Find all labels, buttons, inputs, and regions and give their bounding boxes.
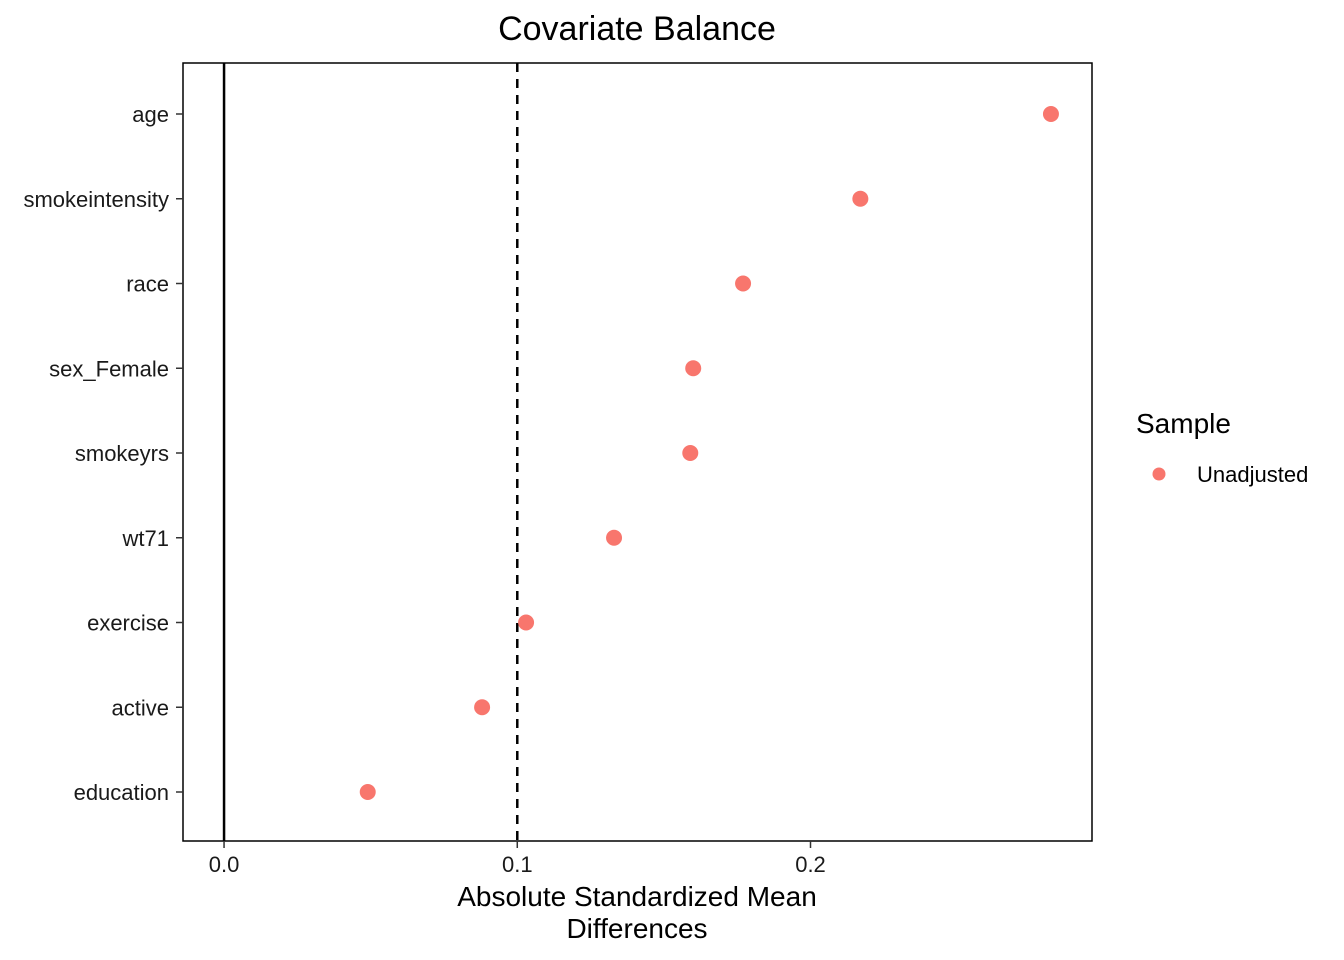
point-exercise: [518, 614, 535, 631]
x-tick-label-0.2: 0.2: [795, 852, 826, 877]
x-axis-title-line-2: Differences: [566, 913, 707, 944]
x-tick-label-0.0: 0.0: [209, 852, 240, 877]
y-tick-label-smokeyrs: smokeyrs: [75, 441, 169, 466]
legend-title: Sample: [1136, 408, 1231, 439]
point-active: [474, 699, 491, 716]
y-tick-label-sex_Female: sex_Female: [49, 356, 169, 381]
y-tick-label-education: education: [74, 780, 169, 805]
x-tick-label-0.1: 0.1: [502, 852, 533, 877]
data-points: [359, 106, 1059, 800]
y-tick-label-exercise: exercise: [87, 611, 169, 636]
point-smokeyrs: [682, 445, 699, 461]
y-tick-label-wt71: wt71: [122, 526, 169, 551]
plot-panel-border: [182, 62, 1093, 842]
y-tick-label-active: active: [112, 695, 169, 720]
legend: Sample Unadjusted: [1136, 408, 1308, 487]
x-axis-title-line-1: Absolute Standardized Mean: [457, 881, 817, 912]
y-tick-label-smokeintensity: smokeintensity: [23, 187, 169, 212]
reference-lines: [222, 63, 519, 841]
point-age: [1042, 106, 1059, 122]
point-education: [359, 784, 376, 800]
point-sex_Female: [685, 360, 702, 377]
y-axis: age smokeintensity race sex_Female smokeyrs w…: [23, 102, 183, 805]
point-smokeintensity: [852, 190, 869, 207]
legend-label-unadjusted: Unadjusted: [1197, 462, 1308, 487]
x-axis: 0.0 0.1 0.2: [209, 841, 826, 877]
y-tick-label-age: age: [132, 102, 169, 127]
legend-key-unadjusted: [1152, 467, 1166, 481]
y-tick-label-race: race: [126, 272, 169, 297]
point-wt71: [606, 529, 623, 546]
point-race: [735, 275, 752, 292]
chart-title: Covariate Balance: [498, 10, 776, 48]
